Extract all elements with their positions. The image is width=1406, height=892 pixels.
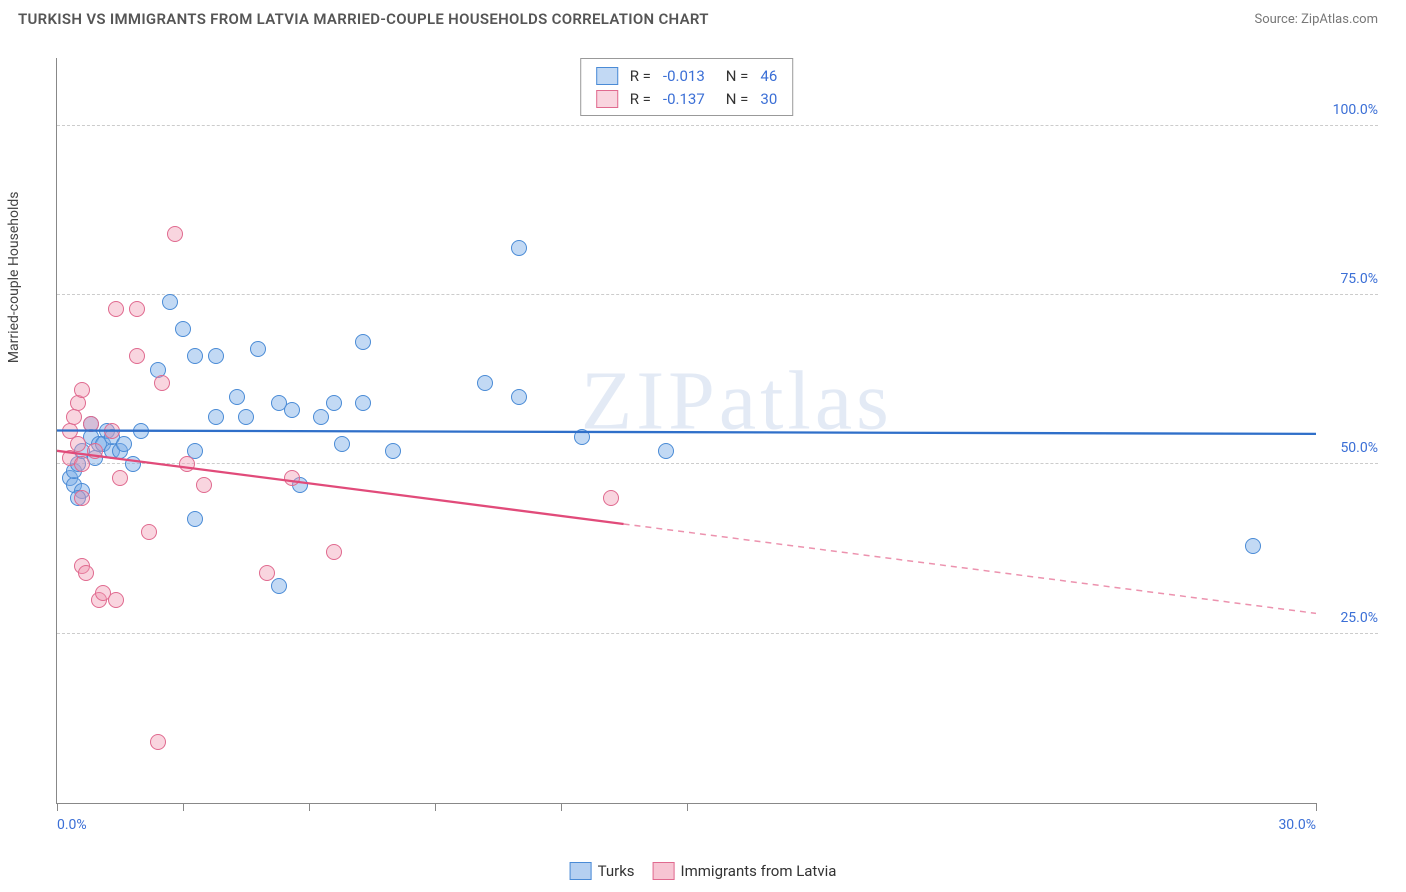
scatter-point: [313, 409, 329, 425]
r-value: -0.137: [658, 88, 710, 109]
source-label: Source: ZipAtlas.com: [1254, 12, 1378, 27]
scatter-point: [167, 226, 183, 242]
scatter-point: [385, 443, 401, 459]
scatter-point: [574, 429, 590, 445]
scatter-point: [208, 409, 224, 425]
scatter-point: [259, 565, 275, 581]
legend-swatch: [596, 67, 618, 85]
scatter-point: [187, 348, 203, 364]
scatter-point: [74, 382, 90, 398]
scatter-point: [326, 395, 342, 411]
scatter-point: [141, 524, 157, 540]
scatter-point: [125, 456, 141, 472]
chart-container: Married-couple Households ZIPatlas R =-0…: [18, 40, 1386, 842]
scatter-point: [78, 565, 94, 581]
gridline: [57, 633, 1378, 634]
scatter-point: [511, 240, 527, 256]
r-label: R =: [625, 88, 656, 109]
x-tick: [561, 803, 562, 811]
y-tick-label: 100.0%: [1322, 102, 1378, 118]
r-value: -0.013: [658, 65, 710, 86]
scatter-point: [658, 443, 674, 459]
x-tick: [1316, 803, 1317, 811]
n-label: N =: [712, 65, 754, 86]
x-tick-label: 30.0%: [1278, 817, 1316, 833]
scatter-point: [133, 423, 149, 439]
scatter-point: [238, 409, 254, 425]
x-tick: [687, 803, 688, 811]
scatter-point: [175, 321, 191, 337]
scatter-point: [1245, 538, 1261, 554]
gridline: [57, 294, 1378, 295]
y-tick-label: 75.0%: [1322, 271, 1378, 287]
scatter-point: [150, 734, 166, 750]
gridline: [57, 125, 1378, 126]
series-legend: Turks Immigrants from Latvia: [570, 862, 837, 880]
scatter-point: [355, 395, 371, 411]
x-tick: [435, 803, 436, 811]
legend-label: Turks: [598, 862, 635, 880]
scatter-point: [477, 375, 493, 391]
scatter-point: [116, 436, 132, 452]
scatter-point: [250, 341, 266, 357]
scatter-point: [154, 375, 170, 391]
scatter-point: [108, 301, 124, 317]
scatter-point: [162, 294, 178, 310]
scatter-point: [74, 456, 90, 472]
scatter-point: [271, 578, 287, 594]
scatter-point: [108, 592, 124, 608]
x-tick: [183, 803, 184, 811]
scatter-point: [112, 470, 128, 486]
scatter-point: [603, 490, 619, 506]
scatter-point: [208, 348, 224, 364]
gridline: [57, 463, 1378, 464]
n-value: 30: [755, 88, 782, 109]
chart-title: TURKISH VS IMMIGRANTS FROM LATVIA MARRIE…: [18, 10, 709, 28]
scatter-point: [70, 436, 86, 452]
correlation-legend: R =-0.013N =46 R =-0.137N =30: [580, 58, 794, 116]
scatter-point: [511, 389, 527, 405]
n-label: N =: [712, 88, 754, 109]
r-label: R =: [625, 65, 656, 86]
x-tick: [309, 803, 310, 811]
n-value: 46: [755, 65, 782, 86]
scatter-point: [74, 490, 90, 506]
x-tick-label: 0.0%: [57, 817, 87, 833]
scatter-point: [104, 423, 120, 439]
legend-swatch: [596, 90, 618, 108]
x-tick: [57, 803, 58, 811]
legend-label: Immigrants from Latvia: [681, 862, 837, 880]
plot-area: ZIPatlas R =-0.013N =46R =-0.137N =30 25…: [56, 58, 1316, 804]
legend-swatch: [570, 862, 592, 880]
watermark: ZIPatlas: [581, 352, 893, 449]
trend-lines: [57, 58, 1316, 803]
scatter-point: [129, 301, 145, 317]
scatter-point: [326, 544, 342, 560]
y-axis-label: Married-couple Households: [6, 191, 22, 363]
scatter-point: [284, 402, 300, 418]
scatter-point: [355, 334, 371, 350]
legend-item: Turks: [570, 862, 635, 880]
scatter-point: [334, 436, 350, 452]
scatter-point: [187, 511, 203, 527]
y-tick-label: 50.0%: [1322, 440, 1378, 456]
scatter-point: [66, 409, 82, 425]
scatter-point: [229, 389, 245, 405]
legend-item: Immigrants from Latvia: [653, 862, 837, 880]
scatter-point: [129, 348, 145, 364]
scatter-point: [87, 443, 103, 459]
scatter-point: [179, 456, 195, 472]
legend-swatch: [653, 862, 675, 880]
y-tick-label: 25.0%: [1322, 610, 1378, 626]
scatter-point: [196, 477, 212, 493]
scatter-point: [83, 416, 99, 432]
scatter-point: [284, 470, 300, 486]
